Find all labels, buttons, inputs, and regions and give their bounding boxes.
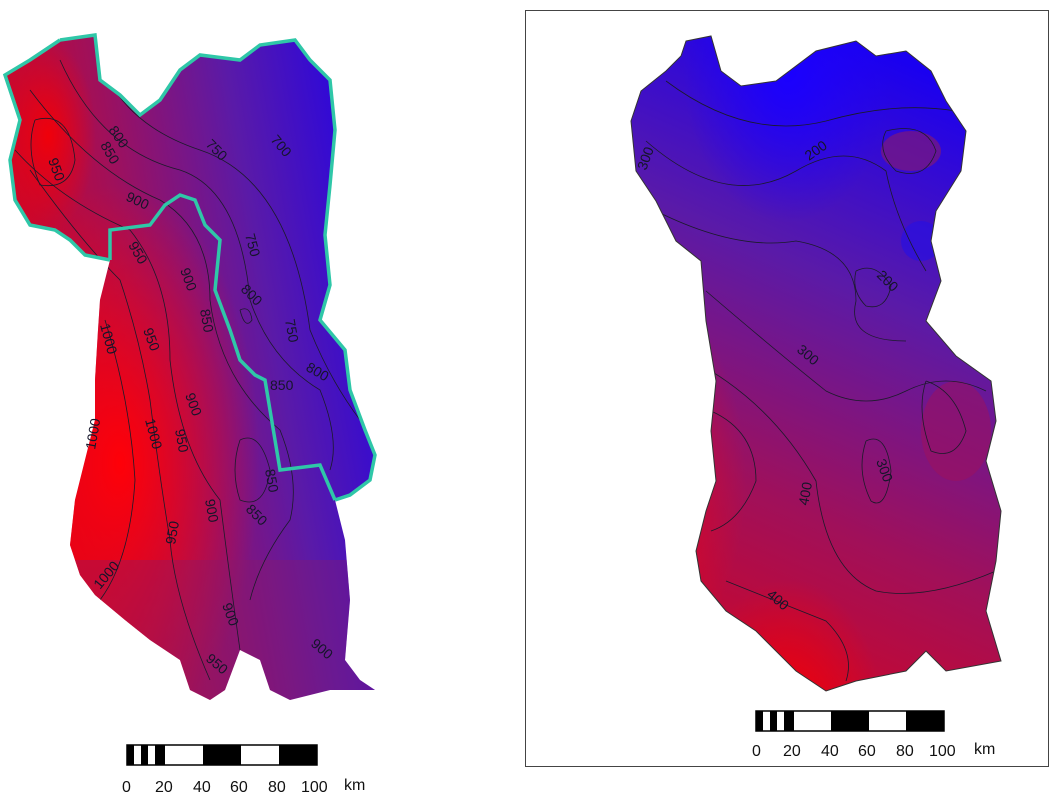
- scale-tick: 80: [268, 779, 286, 796]
- contour-label: 300: [873, 457, 896, 485]
- contour-label: 1000: [82, 417, 103, 451]
- scale-tick: 80: [896, 743, 914, 760]
- right-map-border: [630, 35, 1002, 692]
- scale-tick: 40: [193, 779, 211, 796]
- right-map: 300 200 200 300 400 300 400 0 20 40 60 8…: [630, 35, 1002, 760]
- contour-label: 850: [262, 468, 282, 494]
- contour-label: 750: [242, 232, 264, 259]
- scale-tick: 60: [858, 743, 876, 760]
- right-map-panel: 300 200 200 300 400 300 400 0 20 40 60 8…: [525, 10, 1049, 767]
- scale-tick: 20: [783, 743, 801, 760]
- scale-tick: 20: [155, 779, 173, 796]
- contour-label: 750: [282, 318, 302, 344]
- right-map-fill: [631, 36, 1001, 691]
- left-map-panel: 700 750 750 750 800 800 800 850 850 850 …: [0, 0, 400, 798]
- scale-tick: 40: [821, 743, 839, 760]
- scale-bar: 0 20 40 60 80 100 km: [752, 710, 995, 760]
- scale-tick: 100: [301, 779, 328, 796]
- left-map-fill: [5, 35, 375, 700]
- scale-tick: 60: [230, 779, 248, 796]
- contour-label: 950: [162, 520, 182, 546]
- contour-label: 950: [45, 156, 68, 184]
- contour-label: 1000: [142, 417, 166, 451]
- contour-label: 850: [270, 377, 294, 393]
- scale-bar: 0 20 40 60 80 100 km: [122, 744, 365, 796]
- scale-unit: km: [974, 741, 995, 758]
- contour-label: 950: [140, 326, 163, 354]
- contour-label: 900: [219, 601, 242, 629]
- contour-label: 1000: [97, 322, 121, 356]
- contour-label: 900: [202, 498, 222, 524]
- scale-tick: 100: [929, 743, 956, 760]
- left-region-boundary: [108, 193, 337, 501]
- contour-label: 400: [795, 481, 815, 507]
- contour-label: 850: [197, 308, 217, 334]
- scale-tick: 0: [752, 743, 761, 760]
- contour-label: 900: [182, 391, 205, 419]
- contour-label: 300: [634, 144, 657, 172]
- left-map-border: [2, 33, 377, 502]
- contour-label: 950: [172, 428, 192, 454]
- left-map: 700 750 750 750 800 800 800 850 850 850 …: [2, 33, 377, 796]
- scale-tick: 0: [122, 779, 131, 796]
- scale-unit: km: [344, 777, 365, 794]
- contour-label: 900: [177, 266, 200, 294]
